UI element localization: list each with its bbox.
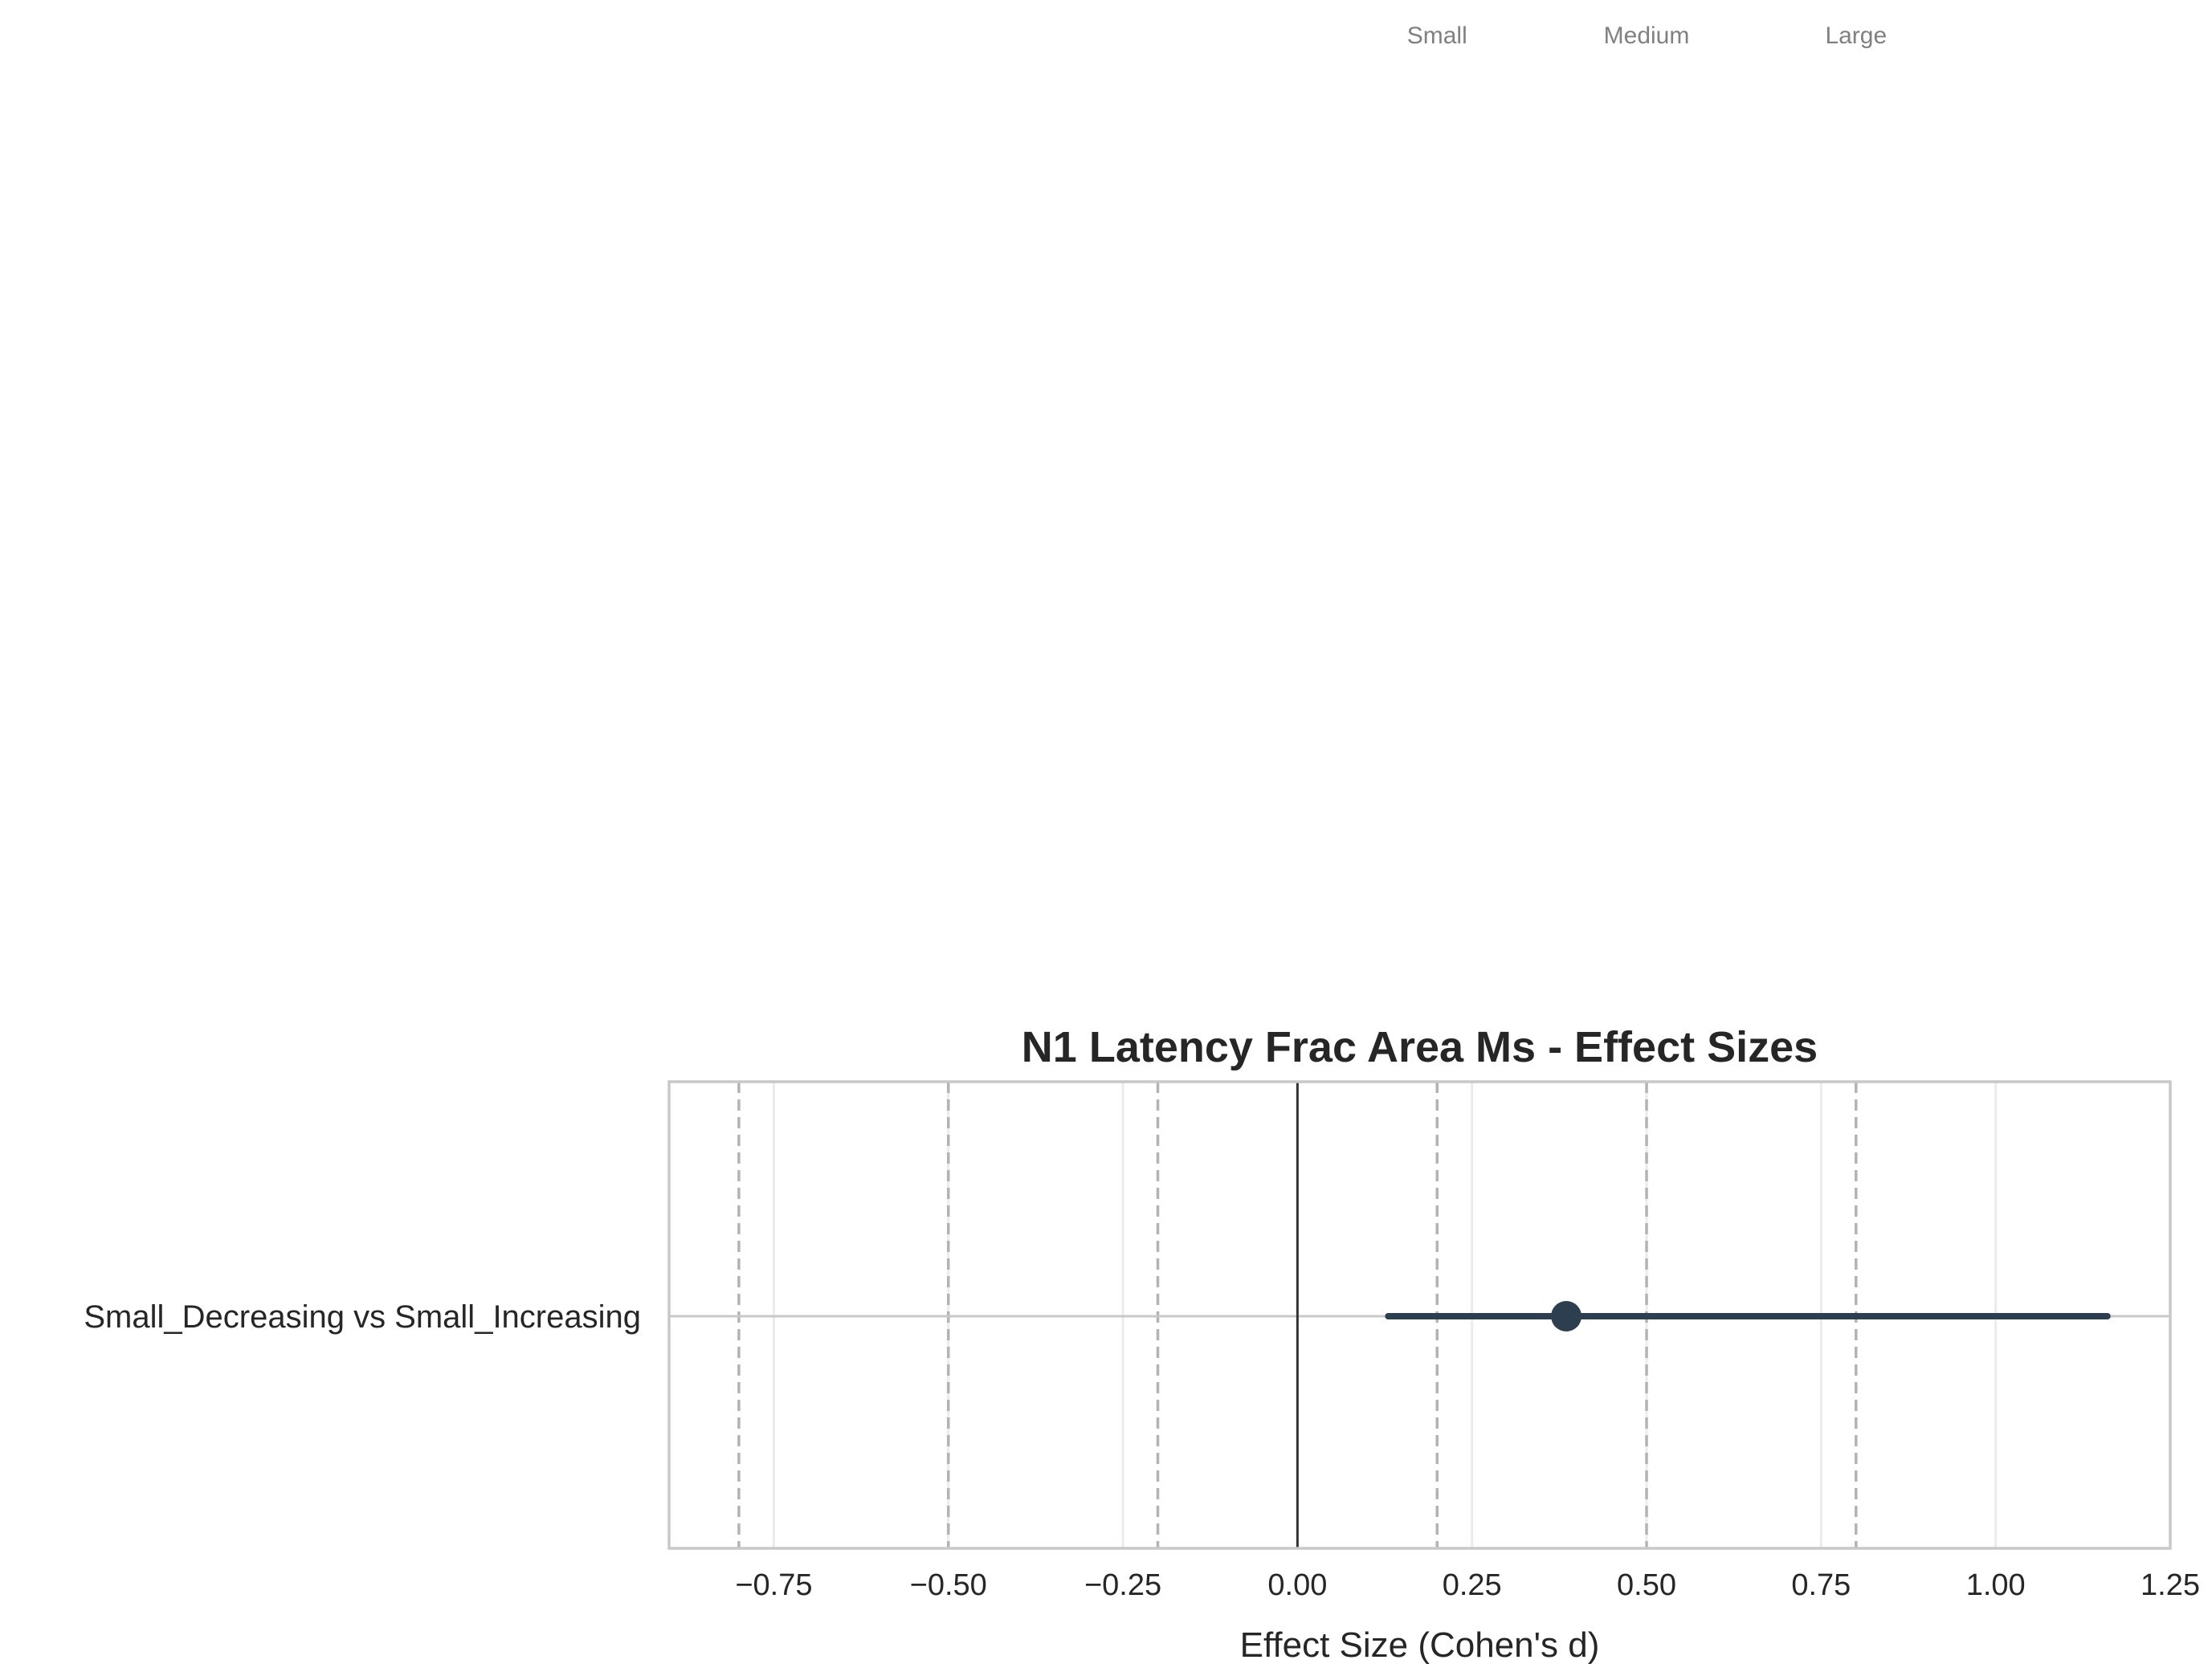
x-tick-label: 0.75 [1791,1568,1851,1602]
chart-title: N1 Latency Frac Area Ms - Effect Sizes [1022,1023,1818,1071]
reference-label: Small [1407,22,1467,49]
x-tick-label: 1.25 [2141,1568,2200,1602]
x-tick-label: −0.75 [735,1568,812,1602]
reference-labels: Small Medium Large [1407,22,1887,49]
x-axis-label: Effect Size (Cohen's d) [1240,1625,1600,1665]
x-tick-label: 0.25 [1443,1568,1502,1602]
y-category-labels: Small_Decreasing vs Small_Increasing [84,1299,641,1335]
x-tick-label: 1.00 [1966,1568,2026,1602]
effect-size-point [1551,1301,1582,1331]
plot-frame [667,1080,2172,1550]
x-tick-label: 0.50 [1617,1568,1676,1602]
x-tick-label: −0.50 [910,1568,987,1602]
effect-size-markers [1385,1301,2111,1331]
comparison-label: Small_Decreasing vs Small_Increasing [84,1299,641,1335]
x-tick-label: 0.00 [1267,1568,1327,1602]
x-tick-label: −0.25 [1084,1568,1161,1602]
x-tick-labels: −0.75 −0.50 −0.25 0.00 0.25 0.50 0.75 1.00 1.25 [735,1568,2200,1602]
reference-label: Medium [1604,22,1690,49]
reference-label: Large [1825,22,1887,49]
